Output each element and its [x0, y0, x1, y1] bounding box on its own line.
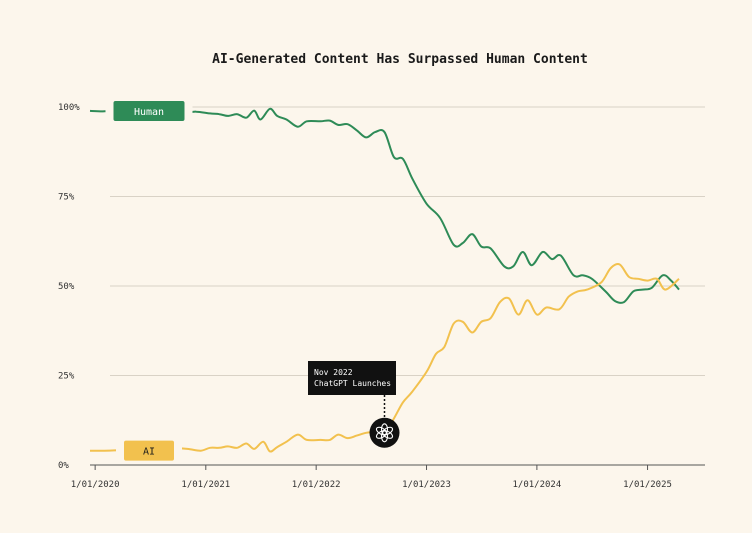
- series-labels: Human AI: [105, 98, 193, 463]
- x-tick-label: 1/01/2025: [623, 480, 672, 490]
- label-text: Human: [134, 107, 164, 118]
- y-tick-label: 0%: [58, 461, 69, 471]
- annotation-box: [308, 361, 396, 395]
- label-box: [113, 100, 185, 121]
- gridlines: [90, 106, 705, 466]
- chatgpt-annotation: Nov 2022 ChatGPT Launches: [308, 361, 400, 448]
- x-tick-label: 1/01/2021: [181, 480, 230, 490]
- x-tick-label: 1/01/2020: [71, 480, 120, 490]
- label-text: AI: [143, 447, 155, 458]
- label-box: [124, 440, 174, 461]
- x-axis: 1/01/2020 1/01/2021 1/01/2022 1/01/2023 1/01…: [71, 465, 672, 490]
- chart-title: AI-Generated Content Has Surpassed Human…: [212, 52, 588, 67]
- annotation-text: Nov 2022: [314, 368, 353, 377]
- y-tick-label: 50%: [58, 282, 75, 292]
- y-tick-label: 25%: [58, 372, 75, 382]
- openai-logo-icon: [369, 417, 400, 448]
- legend-label-ai: AI: [116, 438, 182, 463]
- x-tick-label: 1/01/2023: [402, 480, 451, 490]
- y-tick-label: 100%: [58, 103, 80, 113]
- y-axis: 0% 25% 50% 75% 100%: [58, 103, 80, 471]
- series-line-ai: [89, 263, 680, 453]
- x-tick-label: 1/01/2024: [512, 480, 561, 490]
- y-tick-label: 75%: [58, 193, 75, 203]
- x-tick-label: 1/01/2022: [292, 480, 341, 490]
- annotation-text: ChatGPT Launches: [314, 379, 391, 388]
- series-lines: [89, 107, 680, 453]
- series-line-human: [89, 107, 680, 304]
- legend-label-human: Human: [105, 98, 193, 123]
